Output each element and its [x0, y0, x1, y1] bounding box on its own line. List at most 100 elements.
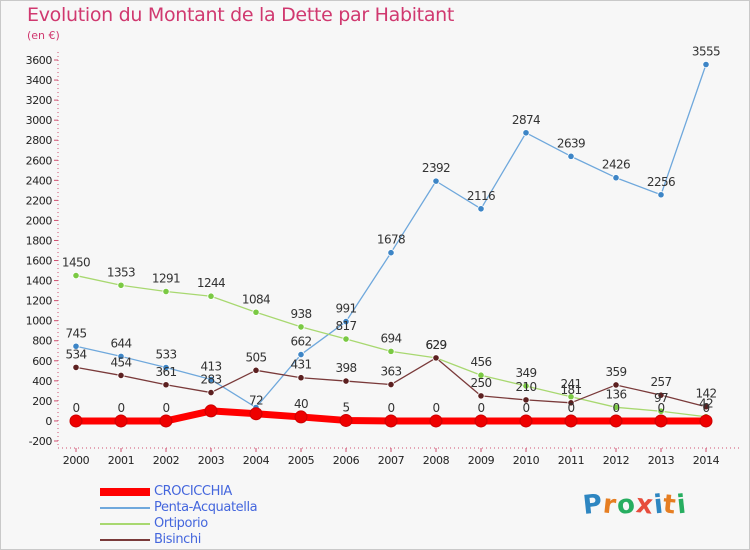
x-tick-label: 2007 — [378, 454, 405, 467]
data-label: 413 — [200, 360, 221, 374]
data-point — [69, 414, 83, 428]
data-point — [249, 407, 263, 421]
data-label: 398 — [335, 361, 356, 375]
data-label: 1244 — [197, 276, 225, 290]
data-point — [342, 317, 350, 326]
x-tick-label: 2004 — [243, 454, 270, 467]
data-label: 629 — [425, 338, 446, 352]
data-label: 0 — [72, 401, 79, 415]
x-tick-label: 2012 — [603, 454, 629, 467]
data-point — [567, 152, 575, 160]
data-point — [162, 287, 170, 296]
data-point — [162, 363, 170, 372]
data-label: 2256 — [647, 175, 675, 189]
data-point — [204, 404, 218, 418]
data-point — [117, 352, 125, 360]
plot-area — [58, 50, 748, 450]
legend-swatch — [100, 507, 150, 509]
y-tick-label: 2800 — [26, 134, 53, 147]
x-tick-label: 2009 — [468, 454, 495, 467]
data-label: 3555 — [692, 45, 720, 59]
data-label: 361 — [155, 365, 176, 379]
data-point — [294, 410, 308, 424]
data-label: 817 — [335, 319, 356, 333]
data-label: 0 — [612, 401, 619, 415]
x-tick-label: 2001 — [108, 454, 134, 467]
x-tick-label: 2011 — [558, 454, 584, 467]
data-point — [654, 414, 668, 428]
data-point — [702, 403, 710, 411]
x-tick-label: 2014 — [693, 454, 720, 467]
data-label: 991 — [335, 302, 356, 316]
chart-subtitle: (en €) — [27, 29, 60, 42]
data-label: 40 — [294, 397, 308, 411]
data-point — [117, 281, 125, 289]
data-label: 1291 — [152, 272, 180, 286]
data-point — [297, 374, 305, 382]
y-tick-label: 2200 — [26, 194, 53, 207]
data-point — [657, 391, 665, 399]
data-label: 0 — [477, 401, 484, 415]
y-tick-label: 800 — [32, 335, 52, 348]
y-tick-label: 3600 — [26, 54, 53, 67]
data-label: 2639 — [557, 136, 585, 150]
data-point — [72, 363, 80, 372]
data-point — [384, 414, 398, 428]
data-point — [207, 375, 215, 384]
data-label: 97 — [654, 391, 668, 405]
line-chart: -200020040060080010001200140016001800200… — [25, 44, 748, 467]
data-point — [72, 271, 80, 280]
data-label: 5 — [342, 400, 349, 414]
data-label: 142 — [695, 387, 716, 401]
y-tick-label: 1200 — [26, 295, 53, 308]
legend-swatch — [100, 523, 150, 525]
data-label: 456 — [470, 355, 491, 369]
y-tick-label: 2600 — [26, 154, 53, 167]
data-point — [207, 292, 215, 300]
proxiti-logo: Proxiti — [581, 489, 688, 521]
data-label: 454 — [110, 355, 131, 369]
series-bisinchi — [72, 354, 710, 411]
y-tick-label: 2000 — [26, 214, 53, 227]
data-point — [612, 403, 620, 411]
data-label: 1353 — [107, 265, 135, 279]
data-point — [522, 129, 530, 137]
x-tick-label: 2005 — [288, 454, 315, 467]
data-point — [339, 413, 353, 427]
data-label: 136 — [605, 387, 626, 401]
legend-swatch — [100, 539, 150, 541]
data-label: 42 — [699, 397, 713, 411]
data-label: 349 — [515, 366, 536, 380]
data-point — [477, 371, 485, 379]
data-label: 1084 — [242, 292, 270, 306]
data-label: 250 — [470, 376, 491, 390]
y-tick-label: 1600 — [26, 255, 53, 268]
data-label: 0 — [387, 401, 394, 415]
data-point — [387, 347, 395, 355]
data-label: 0 — [702, 401, 709, 415]
y-tick-label: 3200 — [26, 94, 53, 107]
data-label: 1450 — [62, 256, 90, 270]
data-point — [609, 414, 623, 428]
data-label: 1678 — [377, 233, 405, 247]
chart-title: Evolution du Montant de la Dette par Hab… — [27, 4, 455, 26]
data-point — [114, 414, 128, 428]
data-point — [477, 205, 485, 213]
data-point — [159, 414, 173, 428]
data-label: 662 — [290, 335, 311, 349]
data-point — [522, 382, 530, 390]
data-label: 0 — [162, 401, 169, 415]
data-point — [297, 323, 305, 331]
data-point — [564, 414, 578, 428]
data-point — [252, 308, 260, 316]
data-label: 2874 — [512, 113, 540, 127]
data-label: 0 — [432, 401, 439, 415]
y-tick-label: 1400 — [26, 275, 53, 288]
data-label: 938 — [290, 307, 311, 321]
y-tick-label: 400 — [32, 375, 52, 388]
legend-label: Bisinchi — [154, 532, 201, 547]
data-point — [567, 399, 575, 407]
y-tick-label: -200 — [29, 435, 53, 448]
y-tick-label: 1000 — [26, 315, 53, 328]
data-label: 241 — [560, 377, 581, 391]
